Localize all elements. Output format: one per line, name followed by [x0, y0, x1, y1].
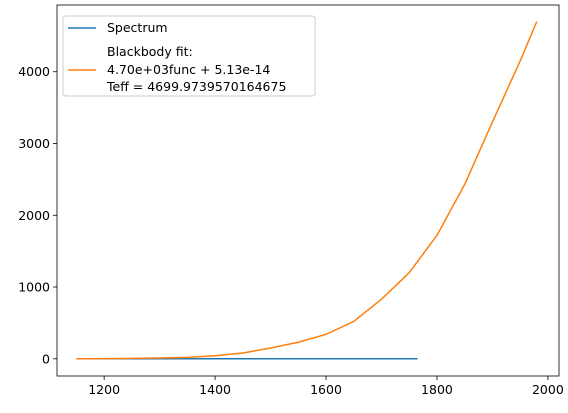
- y-tick-label: 0: [42, 351, 50, 366]
- series-line-1: [76, 21, 538, 360]
- legend-label-blackbody-fit-line-2: 4.70e+03func + 5.13e-14: [107, 62, 270, 77]
- x-tick-label: 1200: [88, 382, 120, 397]
- x-axis: 1200 1400 1600 1800 2000: [88, 376, 564, 397]
- legend-label-blackbody-fit-line-1: Blackbody fit:: [107, 44, 193, 59]
- legend-box: [62, 15, 316, 97]
- y-tick-label: 4000: [18, 64, 50, 79]
- y-tick-label: 2000: [18, 208, 50, 223]
- x-tick-label: 1600: [310, 382, 342, 397]
- legend: Spectrum Blackbody fit: 4.70e+03func + 5…: [62, 15, 316, 97]
- series-layer: [76, 21, 538, 360]
- legend-label-blackbody-fit-line-3: Teff = 4699.9739570164675: [106, 79, 286, 94]
- y-tick-label: 3000: [18, 136, 50, 151]
- x-tick-label: 1400: [199, 382, 231, 397]
- y-tick-label: 1000: [18, 280, 50, 295]
- legend-label-spectrum: Spectrum: [107, 20, 168, 35]
- x-tick-label: 2000: [532, 382, 564, 397]
- y-axis: 0 1000 2000 3000 4000: [18, 64, 57, 366]
- plot-frame: [56, 4, 560, 377]
- x-tick-label: 1800: [421, 382, 453, 397]
